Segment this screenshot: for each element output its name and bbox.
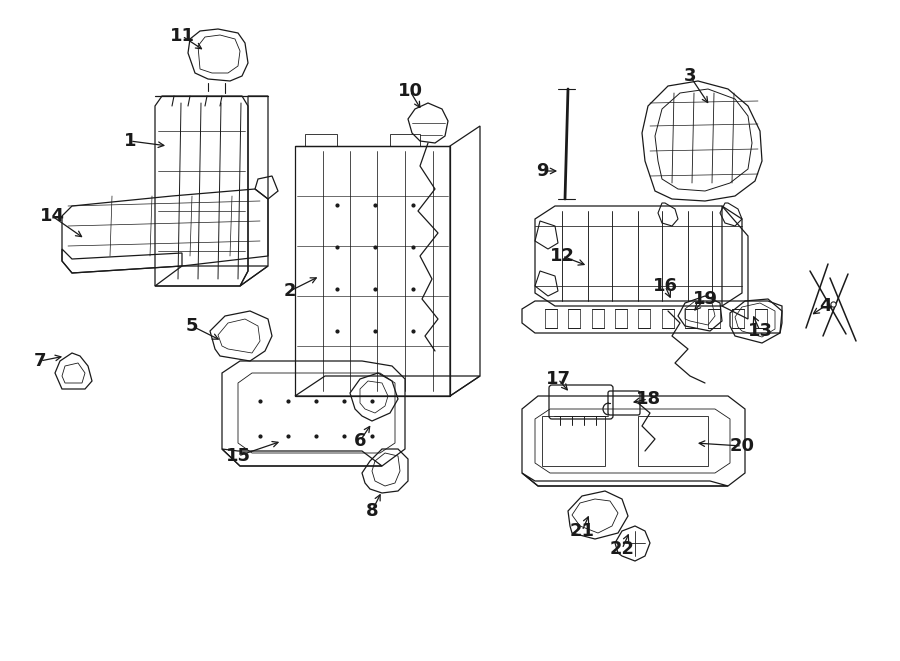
Text: 16: 16 <box>652 277 678 295</box>
Text: 10: 10 <box>398 82 422 100</box>
Text: 4: 4 <box>819 297 832 315</box>
Text: 9: 9 <box>536 162 548 180</box>
Text: 8: 8 <box>365 502 378 520</box>
Text: 19: 19 <box>692 290 717 308</box>
Text: 5: 5 <box>185 317 198 335</box>
Text: 1: 1 <box>124 132 136 150</box>
Text: 18: 18 <box>635 390 661 408</box>
Text: 17: 17 <box>545 370 571 388</box>
Text: 13: 13 <box>748 322 772 340</box>
Text: 15: 15 <box>226 447 250 465</box>
Text: 2: 2 <box>284 282 296 300</box>
Text: 12: 12 <box>550 247 574 265</box>
Text: 7: 7 <box>34 352 46 370</box>
Text: 22: 22 <box>609 540 634 558</box>
Text: 6: 6 <box>354 432 366 450</box>
Text: 11: 11 <box>169 27 194 45</box>
Text: 14: 14 <box>40 207 65 225</box>
Text: 20: 20 <box>730 437 754 455</box>
Text: 21: 21 <box>570 522 595 540</box>
Text: 3: 3 <box>684 67 697 85</box>
